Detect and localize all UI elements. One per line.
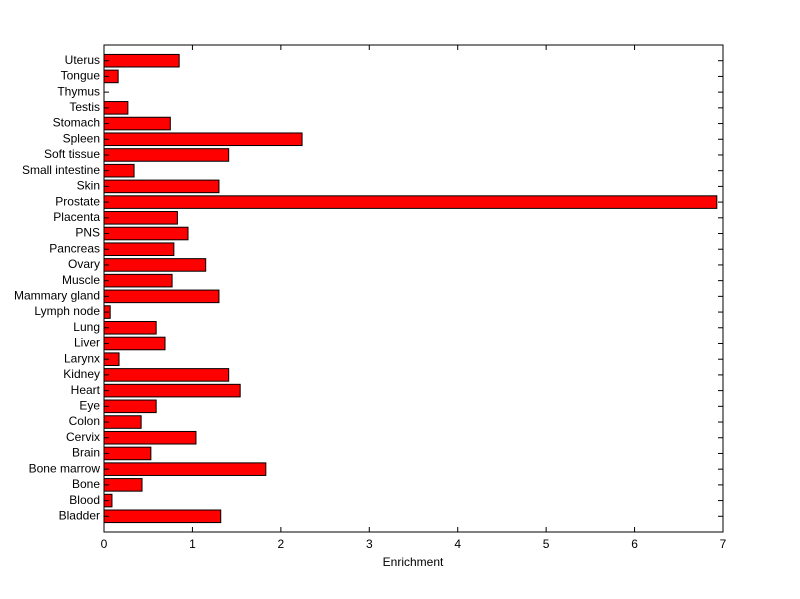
- bar: [103, 226, 189, 241]
- y-tick-label: Liver: [74, 336, 100, 350]
- bar: [103, 258, 207, 272]
- bar: [103, 53, 180, 68]
- bar: [103, 289, 220, 304]
- y-tick-label: Testis: [69, 100, 100, 114]
- x-axis-label: Enrichment: [383, 555, 444, 569]
- bar: [103, 320, 157, 335]
- bar: [103, 273, 173, 288]
- x-tick-label: 5: [543, 537, 550, 551]
- y-tick-label: Prostate: [55, 194, 100, 208]
- bar: [103, 132, 303, 147]
- bar: [103, 195, 718, 209]
- bar: [103, 211, 178, 225]
- bar: [103, 478, 143, 492]
- plot-frame: [103, 44, 724, 533]
- y-tick-label: Lymph node: [34, 304, 100, 318]
- bar: [103, 179, 220, 194]
- y-tick-label: Eye: [79, 398, 100, 412]
- bar: [103, 430, 197, 445]
- y-tick-label: Mammary gland: [14, 289, 100, 303]
- y-tick-label: Soft tissue: [44, 147, 100, 161]
- y-tick-label: Small intestine: [22, 163, 100, 177]
- x-tick-label: 6: [631, 537, 638, 551]
- bar: [103, 399, 157, 414]
- x-tick-label: 3: [366, 537, 373, 551]
- y-tick-label: Lung: [73, 320, 100, 334]
- y-tick-label: Uterus: [65, 53, 100, 67]
- y-tick-label: Ovary: [68, 257, 100, 271]
- y-tick-label: Bone marrow: [29, 461, 101, 475]
- x-tick-label: 1: [189, 537, 196, 551]
- bar: [103, 242, 175, 257]
- y-tick-label: Stomach: [53, 116, 100, 130]
- y-tick-label: Cervix: [66, 430, 100, 444]
- y-tick-label: Thymus: [57, 84, 100, 98]
- y-tick-label: Larynx: [64, 351, 100, 365]
- y-tick-label: Brain: [72, 446, 100, 460]
- y-tick-label: Blood: [69, 493, 100, 507]
- x-tick-label: 2: [278, 537, 285, 551]
- y-tick-label: Bladder: [59, 508, 100, 522]
- y-tick-label: Bone: [72, 477, 100, 491]
- bar: [103, 446, 152, 461]
- y-tick-label: Heart: [71, 383, 101, 397]
- bar: [103, 368, 230, 382]
- x-tick-label: 7: [720, 537, 727, 551]
- bar: [103, 383, 241, 398]
- y-tick-label: Kidney: [63, 367, 100, 381]
- y-tick-label: Placenta: [53, 210, 100, 224]
- bar: [103, 336, 166, 351]
- bar: [103, 462, 267, 476]
- x-tick-label: 0: [101, 537, 108, 551]
- y-tick-label: Spleen: [63, 131, 100, 145]
- y-tick-label: PNS: [75, 226, 100, 240]
- bar: [103, 509, 222, 524]
- y-tick-label: Tongue: [61, 69, 101, 83]
- bar: [103, 148, 230, 162]
- y-tick-label: Colon: [69, 414, 100, 428]
- bar: [103, 116, 171, 131]
- bar: [103, 415, 142, 429]
- y-tick-label: Muscle: [62, 273, 100, 287]
- y-tick-label: Pancreas: [49, 241, 100, 255]
- y-tick-label: Skin: [77, 179, 100, 193]
- x-tick-label: 4: [454, 537, 461, 551]
